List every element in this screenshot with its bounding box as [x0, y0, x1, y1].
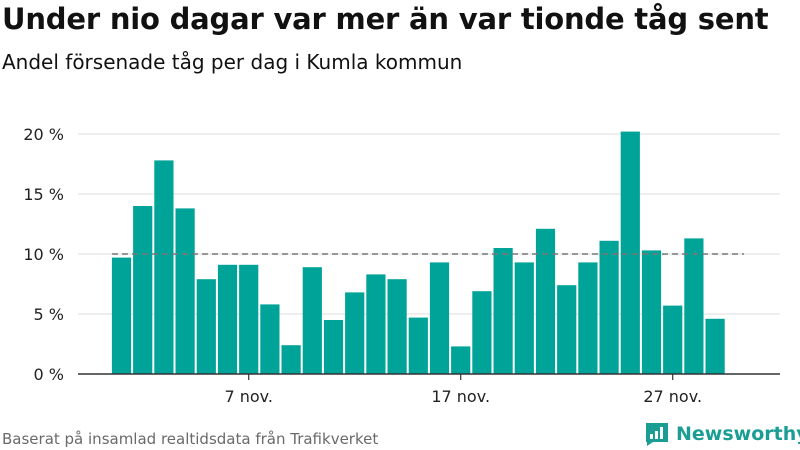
bar	[705, 318, 725, 374]
bar	[281, 345, 301, 374]
bar	[239, 264, 259, 374]
newsworthy-logo-icon	[646, 423, 668, 446]
bar	[366, 274, 386, 374]
bar-chart: 0 % 5 % 10 % 15 % 20 % 7 nov. 17 nov. 27 nov.	[23, 125, 780, 406]
bar	[111, 257, 132, 374]
x-tick-label: 7 nov.	[224, 387, 273, 406]
newsworthy-brand: Newsworthy	[644, 420, 800, 448]
x-tick-label: 17 nov.	[431, 387, 490, 406]
chart-title: Under nio dagar var mer än var tionde tå…	[2, 2, 769, 36]
bar	[345, 292, 365, 374]
bar	[663, 305, 683, 374]
bar	[196, 279, 216, 374]
y-tick-label: 20 %	[23, 125, 64, 144]
bar	[578, 262, 598, 374]
bar	[387, 279, 407, 374]
bar	[260, 304, 280, 374]
bar	[133, 206, 153, 374]
bar	[323, 320, 344, 374]
bar	[472, 291, 492, 374]
bar	[175, 208, 195, 374]
bar	[451, 346, 471, 374]
bar	[620, 131, 640, 374]
brand-name: Newsworthy	[676, 423, 800, 445]
bar	[302, 267, 322, 374]
bar	[535, 228, 556, 374]
chart-subtitle: Andel försenade tåg per dag i Kumla komm…	[2, 50, 463, 74]
bar	[408, 317, 428, 374]
bar	[684, 238, 704, 374]
source-note: Baserat på insamlad realtidsdata från Tr…	[2, 430, 379, 448]
bar	[217, 264, 238, 374]
bar	[599, 240, 619, 374]
bar	[514, 262, 534, 374]
bar	[557, 285, 577, 374]
y-tick-label: 0 %	[34, 365, 64, 384]
y-tick-label: 5 %	[34, 305, 64, 324]
y-tick-label: 10 %	[23, 245, 64, 264]
y-tick-label: 15 %	[23, 185, 64, 204]
x-tick-label: 27 nov.	[643, 387, 702, 406]
bar	[493, 248, 513, 374]
bar	[641, 250, 662, 374]
bar	[429, 262, 450, 374]
bar	[154, 160, 174, 374]
